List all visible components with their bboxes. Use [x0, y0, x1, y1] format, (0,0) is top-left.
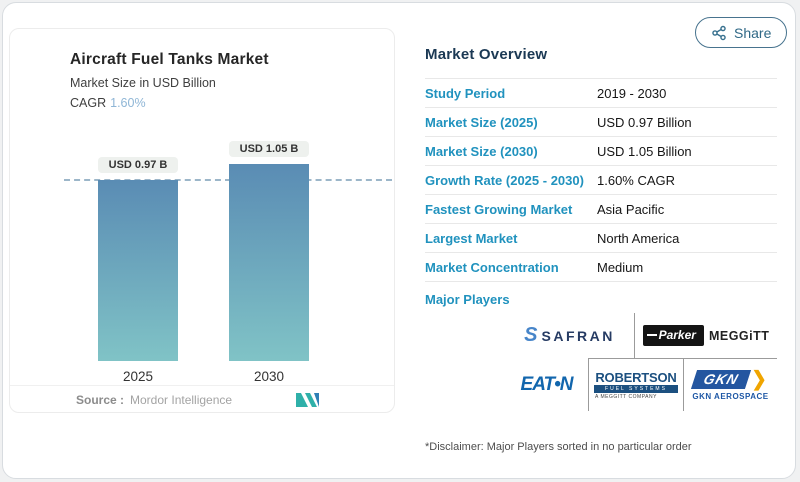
chart-title: Aircraft Fuel Tanks Market: [70, 51, 269, 68]
gkn-wordmark: GKN: [691, 370, 752, 389]
source-row: Source : Mordor Intelligence: [10, 385, 394, 414]
x-axis-label-2025: 2025: [122, 369, 154, 384]
market-overview-heading: Market Overview: [425, 46, 548, 63]
row-label: Growth Rate (2025 - 2030): [425, 172, 584, 188]
reference-dashed-line: [64, 179, 392, 181]
table-row: Market Size (2025) USD 0.97 Billion: [425, 108, 777, 137]
row-value: USD 1.05 Billion: [597, 143, 692, 159]
mordor-intelligence-logo-icon: [296, 392, 322, 408]
logos-row-1: S SAFRAN Parker MEGGiTT: [505, 313, 777, 358]
safran-logo: S SAFRAN: [505, 313, 635, 358]
row-value: Medium: [597, 259, 644, 275]
chart-cagr: CAGR 1.60%: [70, 96, 269, 110]
gkn-aerospace-label: GKN AEROSPACE: [692, 392, 769, 401]
row-value: 1.60% CAGR: [597, 172, 676, 188]
row-label: Fastest Growing Market: [425, 201, 573, 217]
source-value: Mordor Intelligence: [130, 393, 233, 407]
share-button-label: Share: [734, 24, 772, 41]
parker-meggitt-logos: Parker MEGGiTT: [635, 313, 777, 358]
chart-card: Aircraft Fuel Tanks Market Market Size i…: [9, 28, 395, 413]
row-value: North America: [597, 230, 680, 246]
table-row: Market Concentration Medium: [425, 253, 777, 282]
major-players-logos: S SAFRAN Parker MEGGiTT EAT•N ROBERTSON: [505, 313, 777, 411]
source-label: Source :: [76, 393, 125, 407]
robertson-subtext: A MEGGITT COMPANY: [595, 393, 657, 400]
safran-s-icon: S: [524, 324, 538, 346]
parker-logo: Parker: [642, 325, 704, 346]
chart-subtitle: Market Size in USD Billion: [70, 76, 216, 90]
table-row: Growth Rate (2025 - 2030) 1.60% CAGR: [425, 166, 777, 195]
row-value: 2019 - 2030: [597, 85, 667, 101]
market-overview-table: Study Period 2019 - 2030 Market Size (20…: [425, 78, 777, 282]
row-label: Market Size (2025): [425, 114, 538, 130]
gkn-chevron-icon: ❯: [751, 367, 767, 390]
gkn-logo: GKN ❯ GKN AEROSPACE: [684, 358, 777, 411]
row-label: Largest Market: [425, 230, 518, 246]
table-row: Fastest Growing Market Asia Pacific: [425, 195, 777, 224]
table-row: Study Period 2019 - 2030: [425, 79, 777, 108]
parker-wordmark: Parker: [658, 328, 696, 342]
market-overview-panel: Market Overview Study Period 2019 - 2030…: [410, 40, 790, 472]
bar-2025: [98, 180, 178, 361]
logos-row-2: EAT•N ROBERTSON FUEL SYSTEMS A MEGGITT C…: [505, 358, 777, 411]
row-label: Market Concentration: [425, 259, 559, 275]
meggitt-logo: MEGGiTT: [708, 328, 770, 343]
table-row: Largest Market North America: [425, 224, 777, 253]
eaton-wordmark: EAT•N: [520, 373, 574, 395]
row-value: Asia Pacific: [597, 201, 665, 217]
chart-header: Aircraft Fuel Tanks Market Market Size i…: [70, 51, 269, 110]
gkn-mark: GKN ❯: [691, 367, 767, 390]
parker-line-icon: [646, 334, 657, 336]
disclaimer-text: *Disclaimer: Major Players sorted in no …: [425, 441, 692, 453]
row-label: Study Period: [425, 85, 506, 101]
cagr-value: 1.60%: [110, 96, 146, 110]
share-button[interactable]: Share: [695, 17, 788, 48]
robertson-tagline: FUEL SYSTEMS: [594, 384, 678, 393]
cagr-label: CAGR: [70, 96, 107, 110]
bar-2030: [229, 164, 309, 361]
x-axis-label-2030: 2030: [253, 369, 285, 384]
safran-wordmark: SAFRAN: [541, 327, 615, 344]
share-icon: [711, 25, 727, 41]
row-value: USD 0.97 Billion: [597, 114, 692, 130]
table-row: Market Size (2030) USD 1.05 Billion: [425, 137, 777, 166]
row-label: Market Size (2030): [425, 143, 538, 159]
major-players-label: Major Players: [425, 292, 510, 307]
robertson-wordmark: ROBERTSON: [595, 369, 677, 385]
bar-value-label-2030: USD 1.05 B: [229, 141, 309, 157]
eaton-logo: EAT•N: [505, 358, 588, 411]
bar-value-label-2025: USD 0.97 B: [98, 157, 178, 173]
robertson-logo: ROBERTSON FUEL SYSTEMS A MEGGITT COMPANY: [588, 358, 684, 411]
